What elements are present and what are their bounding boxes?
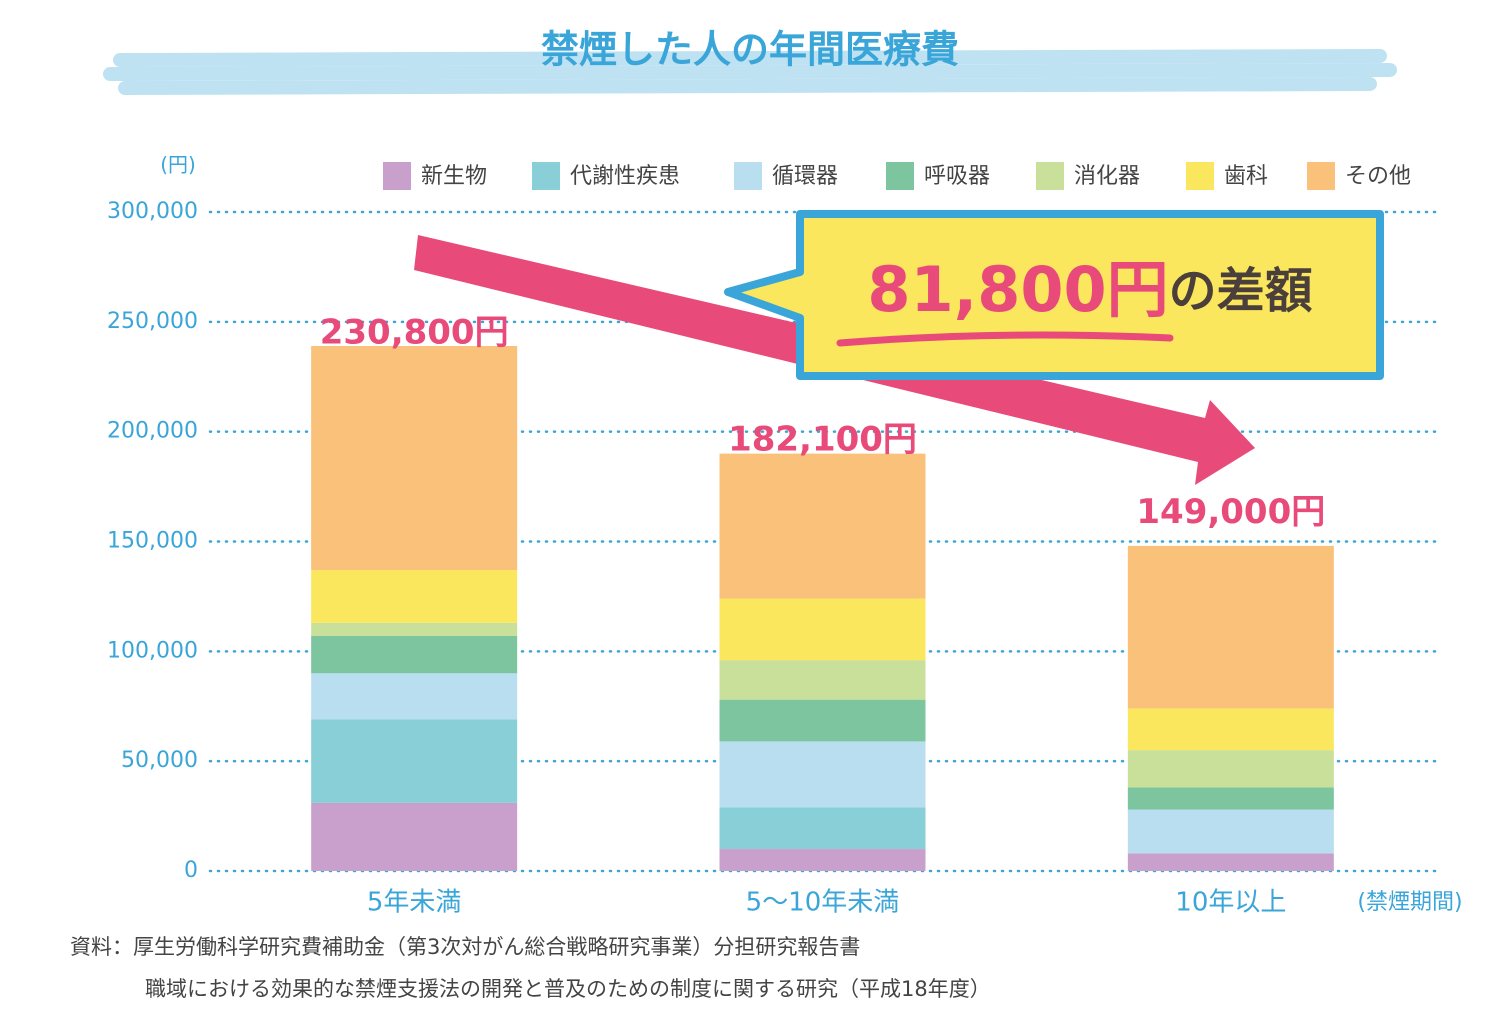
legend-label: 呼吸器 [924, 164, 990, 189]
legend-label: 新生物 [421, 164, 487, 189]
bar-segment [719, 699, 926, 742]
bar-segment [311, 802, 518, 871]
bar-segment [719, 741, 926, 808]
callout-text: 81,800円の差額 [867, 253, 1312, 326]
legend-label: その他 [1345, 164, 1411, 189]
bar-segment [311, 622, 518, 636]
title-brush [103, 49, 1397, 95]
legend-swatch [1036, 162, 1064, 190]
legend-label: 歯科 [1224, 164, 1268, 189]
y-tick-label: 50,000 [121, 748, 198, 773]
bar-segment [311, 635, 518, 674]
y-tick-label: 250,000 [107, 309, 198, 334]
callout-suffix: の差額 [1169, 263, 1313, 319]
bar-segment [1127, 853, 1334, 871]
bar-segment [719, 598, 926, 661]
bar-segment [1127, 750, 1334, 788]
y-tick-label: 0 [184, 858, 198, 883]
y-unit: (円) [160, 153, 196, 177]
legend-label: 循環器 [772, 164, 838, 189]
legend-swatch [886, 162, 914, 190]
total-label: 230,800円 [320, 313, 509, 353]
legend-label: 消化器 [1074, 164, 1140, 189]
bar-segment [719, 849, 926, 871]
callout: 81,800円の差額 [724, 210, 1384, 380]
chart-title: 禁煙した人の年間医療費 [541, 28, 959, 72]
plot: 0 50,000 100,000 150,000 200,000 250,000 300,0… [107, 162, 1437, 918]
x-tick-label: 5〜10年未満 [746, 888, 900, 918]
legend-swatch [383, 162, 411, 190]
bar-segment [1127, 787, 1334, 810]
bar-segment [719, 807, 926, 850]
callout-amount: 81,800円 [867, 253, 1168, 326]
legend-swatch [1307, 162, 1335, 190]
y-tick-label: 150,000 [107, 529, 198, 554]
total-label: 149,000円 [1136, 492, 1325, 532]
x-tick-label: 10年以上 [1175, 888, 1286, 918]
source-line: 資料：厚生労働科学研究費補助金（第3次対がん総合戦略研究事業）分担研究報告書 [70, 935, 860, 959]
bar-segment [1127, 708, 1334, 751]
legend-swatch [532, 162, 560, 190]
bar-segment [311, 570, 518, 623]
bar-segment [311, 345, 518, 571]
y-tick-label: 100,000 [107, 638, 198, 663]
legend-label: 代謝性疾患 [570, 164, 680, 189]
legend-swatch [1186, 162, 1214, 190]
bar-segment [719, 453, 926, 599]
bar-segment [311, 719, 518, 803]
legend-swatch [734, 162, 762, 190]
bar-segment [719, 660, 926, 700]
total-label: 182,100円 [728, 419, 917, 459]
source-line: 職域における効果的な禁煙支援法の開発と普及のための制度に関する研究（平成18年度… [145, 977, 991, 1001]
bar-segment [1127, 545, 1334, 709]
y-tick-label: 300,000 [107, 199, 198, 224]
x-unit: (禁煙期間) [1357, 890, 1462, 915]
y-tick-label: 200,000 [107, 419, 198, 444]
x-tick-label: 5年未満 [367, 888, 462, 918]
bar-segment [311, 673, 518, 720]
bar-segment [1127, 809, 1334, 854]
